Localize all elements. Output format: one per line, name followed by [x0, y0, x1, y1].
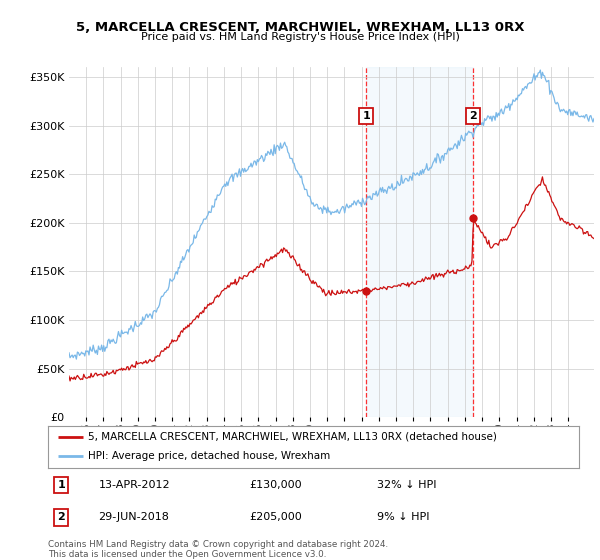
Text: 5, MARCELLA CRESCENT, MARCHWIEL, WREXHAM, LL13 0RX: 5, MARCELLA CRESCENT, MARCHWIEL, WREXHAM… — [76, 21, 524, 34]
Text: 29-JUN-2018: 29-JUN-2018 — [98, 512, 169, 522]
Text: 2: 2 — [469, 111, 477, 121]
Text: 13-APR-2012: 13-APR-2012 — [98, 480, 170, 490]
Bar — [367, 67, 473, 417]
Text: 9% ↓ HPI: 9% ↓ HPI — [377, 512, 430, 522]
Text: Contains HM Land Registry data © Crown copyright and database right 2024.
This d: Contains HM Land Registry data © Crown c… — [48, 540, 388, 559]
Text: 1: 1 — [58, 480, 65, 490]
Text: £130,000: £130,000 — [250, 480, 302, 490]
Text: 2: 2 — [58, 512, 65, 522]
Text: Price paid vs. HM Land Registry's House Price Index (HPI): Price paid vs. HM Land Registry's House … — [140, 32, 460, 43]
Text: 1: 1 — [362, 111, 370, 121]
Text: 5, MARCELLA CRESCENT, MARCHWIEL, WREXHAM, LL13 0RX (detached house): 5, MARCELLA CRESCENT, MARCHWIEL, WREXHAM… — [88, 432, 497, 442]
Text: 32% ↓ HPI: 32% ↓ HPI — [377, 480, 437, 490]
Text: £205,000: £205,000 — [250, 512, 302, 522]
Text: HPI: Average price, detached house, Wrexham: HPI: Average price, detached house, Wrex… — [88, 451, 330, 461]
